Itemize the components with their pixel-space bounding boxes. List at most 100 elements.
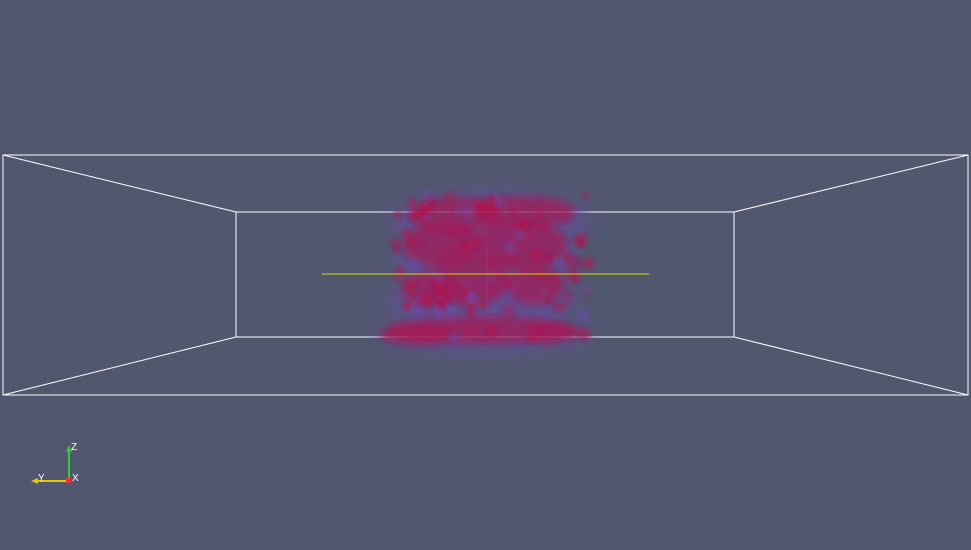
- bbox-edge-top-left: [2, 154, 237, 213]
- volume-speck: [465, 213, 473, 222]
- volume-speck: [567, 277, 572, 283]
- volume-speck: [401, 229, 411, 238]
- x-axis-dot: [66, 478, 71, 483]
- volume-speck: [575, 204, 583, 213]
- volume-speck: [465, 301, 478, 314]
- volume-speck: [425, 292, 433, 300]
- volume-speck: [394, 210, 402, 219]
- volume-speck: [563, 218, 568, 223]
- volume-speck: [523, 234, 529, 241]
- volume-speck: [409, 257, 421, 269]
- volume-speck: [554, 258, 563, 267]
- volume-speck: [522, 330, 527, 336]
- volume-speck: [520, 194, 525, 199]
- volume-speck: [408, 236, 417, 245]
- volume-speck: [478, 335, 485, 342]
- volume-speck: [445, 306, 456, 318]
- volume-speck: [545, 297, 553, 305]
- volume-speck: [545, 341, 552, 347]
- volume-speck: [421, 241, 427, 247]
- volume-rendering: [376, 190, 595, 354]
- volume-speck: [436, 298, 447, 309]
- volume-speck: [391, 244, 402, 254]
- volume-speck: [569, 256, 582, 269]
- volume-speck: [412, 307, 426, 321]
- volume-speck: [460, 226, 468, 233]
- volume-speck: [529, 193, 537, 201]
- x-axis-label: X: [72, 473, 79, 484]
- volume-speck: [540, 290, 546, 296]
- volume-speck: [466, 310, 473, 317]
- volume-speck: [576, 308, 591, 322]
- volume-speck: [479, 302, 487, 310]
- volume-speck: [439, 250, 449, 260]
- volume-speck: [486, 325, 498, 337]
- volume-speck: [564, 292, 573, 300]
- volume-speck: [577, 327, 591, 341]
- bbox-edge-top-right: [733, 154, 969, 213]
- volume-speck: [584, 232, 590, 237]
- volume-speck: [446, 243, 453, 250]
- volume-speck: [396, 265, 405, 274]
- bbox-edge-bottom-left: [2, 336, 237, 396]
- volume-speck: [469, 316, 475, 323]
- volume-speck: [508, 257, 516, 265]
- volume-speck: [441, 265, 446, 270]
- volume-speck: [582, 285, 589, 292]
- volume-speck: [529, 248, 542, 261]
- volume-speck: [415, 206, 428, 220]
- volume-speck: [404, 279, 417, 292]
- volume-speck: [500, 277, 507, 283]
- volume-speck: [528, 334, 539, 345]
- volume-speck: [437, 316, 443, 323]
- y-axis-label: Y: [38, 473, 45, 484]
- volume-speck: [408, 202, 415, 209]
- volume-speck: [422, 190, 433, 201]
- volume-speck: [433, 282, 447, 296]
- volume-speck: [504, 241, 516, 252]
- volume-speck: [573, 234, 587, 247]
- volume-speck: [488, 276, 494, 282]
- volume-speck: [488, 261, 492, 266]
- volume-speck: [474, 199, 488, 214]
- volume-speck: [542, 253, 554, 265]
- volume-speck: [585, 291, 591, 297]
- volume-speck: [552, 301, 564, 313]
- volume-speck: [453, 285, 458, 290]
- z-axis-label: Z: [71, 442, 77, 453]
- volume-speck: [459, 288, 470, 299]
- volume-speck: [504, 289, 514, 299]
- volume-speck: [436, 273, 445, 281]
- volume-speck: [515, 231, 524, 239]
- volume-speck: [486, 194, 497, 205]
- volume-speck: [539, 222, 547, 230]
- volume-speck: [564, 262, 571, 269]
- volume-speck: [564, 301, 570, 306]
- volume-speck: [464, 325, 476, 337]
- volume-speck: [536, 211, 544, 219]
- bbox-edge-bottom-right: [733, 336, 969, 396]
- volume-speck: [402, 301, 412, 311]
- y-axis-arrow-icon: [31, 478, 38, 484]
- volume-speck: [391, 238, 399, 246]
- volume-speck: [496, 198, 505, 208]
- volume-speck: [565, 243, 572, 250]
- volume-speck: [501, 303, 516, 318]
- volume-speck: [495, 255, 501, 261]
- volume-speck: [583, 193, 589, 199]
- volume-speck: [467, 228, 475, 236]
- volume-speck: [482, 322, 488, 328]
- z-axis-arrow-icon: [66, 445, 72, 452]
- volume-core-cloud: [380, 325, 460, 345]
- volume-speck: [510, 209, 518, 217]
- volume-speck: [456, 240, 471, 254]
- volume-speck: [412, 252, 419, 259]
- volume-speck: [450, 226, 460, 236]
- volume-speck: [490, 287, 496, 293]
- volume-speck: [581, 257, 595, 270]
- volume-speck: [411, 213, 416, 218]
- volume-speck: [446, 190, 455, 200]
- bbox-front-face: [2, 154, 969, 396]
